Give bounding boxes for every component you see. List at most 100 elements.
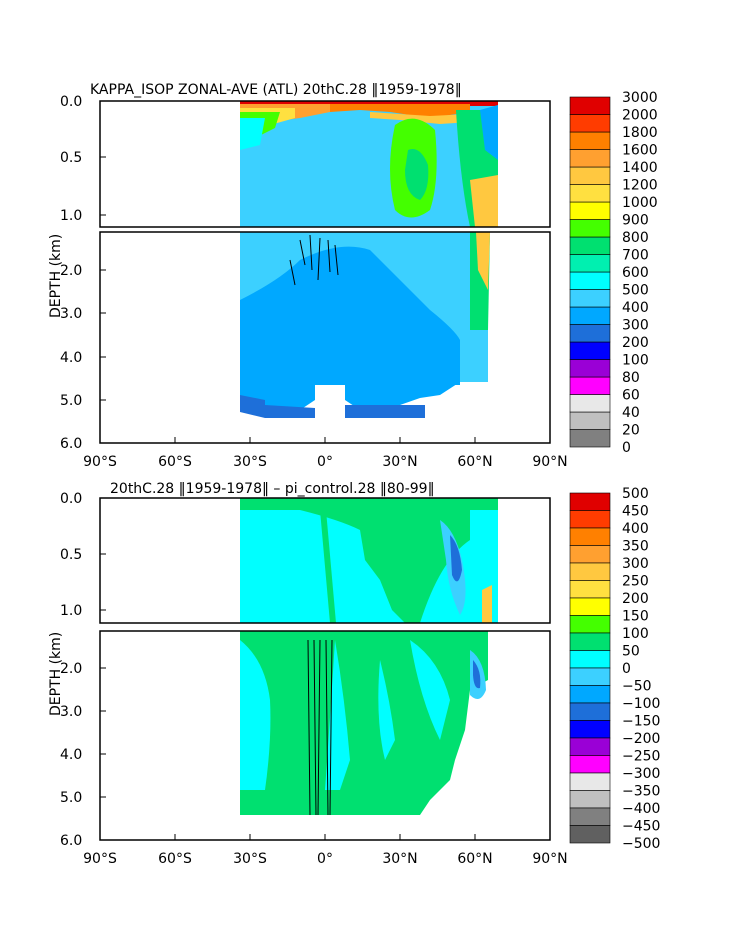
- colorbar-level-label: 900: [622, 213, 649, 229]
- panel-2-ytick-label: 5.0: [60, 790, 82, 806]
- panel-1-xtick-label: 0°: [317, 454, 333, 470]
- panel-1-bottom-blue-north: [345, 405, 425, 418]
- colorbar-level-label: 1000: [622, 195, 658, 211]
- colorbar-swatch: [569, 562, 611, 581]
- colorbar-swatch: [569, 527, 611, 546]
- colorbar-swatch: [569, 790, 611, 809]
- colorbar-level-label: 700: [622, 248, 649, 264]
- panel-2-xtick-label: 60°S: [158, 851, 192, 867]
- colorbar-swatch: [569, 184, 611, 203]
- colorbar-swatch: [569, 254, 611, 273]
- colorbar-level-label: 100: [622, 353, 649, 369]
- colorbar-level-label: 350: [622, 539, 649, 555]
- colorbar-swatch: [569, 685, 611, 704]
- panel-1-lower-north-orange: [476, 232, 490, 290]
- panel-2-xtick-label: 0°: [317, 851, 333, 867]
- colorbar-level-label: 250: [622, 574, 649, 590]
- colorbar-swatch: [569, 429, 611, 448]
- panel-2-lower-base-green: [240, 631, 488, 815]
- panel-2-xtick-label: 30°S: [233, 851, 267, 867]
- colorbar-level-label: 500: [622, 283, 649, 299]
- colorbar-swatch: [569, 632, 611, 651]
- panel-1-xticks: 90°S 60°S 30°S 0° 30°N 60°N 90°N: [83, 437, 568, 470]
- panel-1-ytick-label: 4.0: [60, 350, 82, 366]
- colorbar-swatch: [569, 545, 611, 564]
- panel-1-xtick-label: 60°S: [158, 454, 192, 470]
- colorbar-swatch: [569, 411, 611, 430]
- panel-1-bottom-blue-mid: [265, 405, 315, 418]
- panel-2-ytick-label: 6.0: [60, 833, 82, 849]
- colorbar-level-label: 450: [622, 504, 649, 520]
- panel-1: KAPPA_ISOP ZONAL-AVE (ATL) 20thC.28 ‖195…: [48, 82, 658, 470]
- panel-1-ytick-label: 5.0: [60, 393, 82, 409]
- panel-1-xtick-label: 60°N: [457, 454, 492, 470]
- colorbar-swatch: [569, 650, 611, 669]
- panel-1-ylabel: DEPTH (km): [48, 234, 64, 318]
- colorbar-swatch: [569, 597, 611, 616]
- panel-1-upper-plot: [240, 101, 498, 227]
- panel-2-lower-center-cyan: [325, 640, 350, 790]
- panel-1-lower-plot: [240, 232, 490, 418]
- colorbar-swatch: [569, 271, 611, 290]
- panel-2-xtick-label: 30°N: [382, 851, 417, 867]
- colorbar-swatch: [569, 615, 611, 634]
- panel-1-ytick-label: 1.0: [60, 208, 82, 224]
- panel-1-xtick-label: 90°S: [83, 454, 117, 470]
- panel-2-ytick-label: 4.0: [60, 747, 82, 763]
- panel-2-lower-south-cyan: [240, 640, 271, 790]
- panel-2-xtick-label: 90°S: [83, 851, 117, 867]
- panel-1-surface-orange-north: [330, 104, 470, 118]
- colorbar-swatch: [569, 376, 611, 395]
- panel-2-lower-north-cyan: [410, 640, 450, 740]
- panel-1-xtick-label: 90°N: [532, 454, 567, 470]
- colorbar-swatch: [569, 96, 611, 115]
- colorbar-swatch: [569, 807, 611, 826]
- panel-2-upper-frame: [99, 497, 551, 624]
- colorbar-swatch: [569, 492, 611, 511]
- colorbar-level-label: −100: [622, 696, 660, 712]
- colorbar-level-label: 80: [622, 370, 640, 386]
- panel-2-ytick-label: 0.5: [60, 547, 82, 563]
- panel-2: 20thC.28 ‖1959-1978‖ – pi_control.28 ‖80…: [48, 481, 660, 867]
- panel-1-40n-inner: [405, 149, 429, 200]
- colorbar-level-label: 50: [622, 644, 640, 660]
- colorbar-level-label: 300: [622, 556, 649, 572]
- colorbar-level-label: −50: [622, 679, 652, 695]
- colorbar-level-label: −150: [622, 714, 660, 730]
- panel-1-ytick-label: 6.0: [60, 436, 82, 452]
- colorbar-swatch: [569, 289, 611, 308]
- panel-2-lower-north-darkblue: [473, 660, 481, 689]
- colorbar-level-label: 0: [622, 661, 631, 677]
- panel-1-ytick-label: 0.0: [60, 94, 82, 110]
- colorbar-level-label: 200: [622, 335, 649, 351]
- panel-1-surface-tan: [370, 112, 470, 124]
- panel-1-ytick-label: 2.0: [60, 263, 82, 279]
- colorbar-level-label: 1200: [622, 178, 658, 194]
- colorbar-level-label: 0: [622, 440, 631, 456]
- panel-2-ytick-label: 1.0: [60, 603, 82, 619]
- colorbar-swatch: [569, 114, 611, 133]
- colorbar-swatch: [569, 324, 611, 343]
- panel-1-surface-cyan: [240, 118, 265, 150]
- colorbar-level-label: 2000: [622, 108, 658, 124]
- colorbar-swatch: [569, 236, 611, 255]
- colorbar-level-label: 800: [622, 230, 649, 246]
- colorbar-level-label: 1800: [622, 125, 658, 141]
- colorbar-level-label: 200: [622, 591, 649, 607]
- panel-2-upper-plot: [240, 498, 498, 623]
- panel-2-north-darkblue: [450, 535, 462, 582]
- panel-2-xtick-label: 90°N: [532, 851, 567, 867]
- panel-2-lower-center-cyan-2: [378, 660, 395, 760]
- colorbar-level-label: 60: [622, 388, 640, 404]
- colorbar-swatch: [569, 359, 611, 378]
- panel-1-ytick-label: 3.0: [60, 306, 82, 322]
- panel-1-bottom-blue-south: [240, 395, 265, 418]
- panel-1-north-orange: [470, 175, 498, 227]
- panel-2-ytick-label: 3.0: [60, 704, 82, 720]
- colorbar-swatch: [569, 149, 611, 168]
- colorbar-swatch: [569, 702, 611, 721]
- colorbar-swatch: [569, 341, 611, 360]
